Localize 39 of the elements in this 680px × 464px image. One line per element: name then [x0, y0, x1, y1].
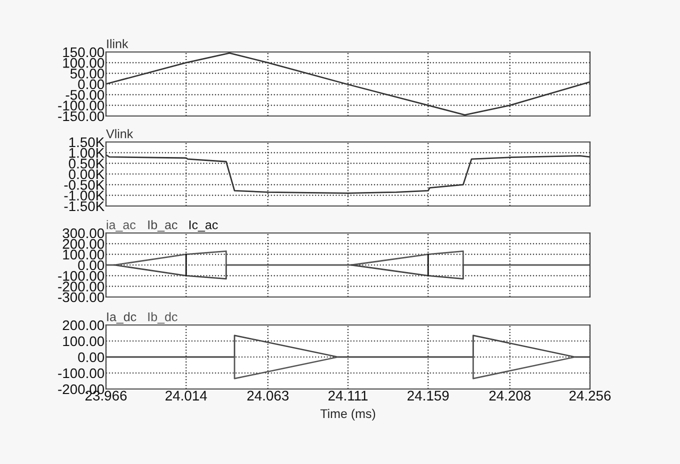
series-label: Vlink [106, 129, 134, 138]
text: Ia_dc [107, 312, 136, 324]
y-tick-label: 0.00 [78, 79, 104, 90]
y-tick-label: 1.50K [69, 137, 104, 148]
x-tick-label: 24.208 [489, 390, 531, 401]
y-tick-label: 300.00 [62, 228, 104, 238]
x-axis-title: Time (ms) [320, 408, 376, 421]
series-label: Ic_ac [189, 220, 218, 232]
text: Ib_ac [148, 220, 178, 232]
text: Ib_dc [148, 312, 178, 324]
x-tick-label: 24.111 [328, 390, 368, 400]
y-tick-label: -100.00 [58, 100, 104, 111]
text: Ilink [107, 39, 128, 48]
y-tick-label: 1.00K [69, 148, 104, 158]
y-tick-label: 150.00 [63, 47, 104, 58]
y-tick-label: 100.00 [63, 250, 104, 260]
y-tick-label: -1.50K [64, 201, 104, 212]
y-tick-label: -100.00 [58, 271, 104, 281]
y-tick-label: -150.00 [58, 111, 104, 122]
y-tick-label: 0.00K [68, 169, 104, 180]
y-tick-label: -200.00 [58, 282, 104, 292]
y-tick-label: -1.00K [64, 190, 104, 201]
x-tick-label: 24.159 [408, 390, 449, 401]
y-tick-label: 50.00 [70, 68, 104, 79]
y-tick-label: 0.50K [68, 158, 104, 169]
y-tick-label: 0.00 [78, 352, 104, 362]
x-tick-label: 24.063 [247, 390, 289, 401]
x-tick-label: 24.014 [166, 390, 207, 401]
x-tick-label: 24.256 [569, 390, 611, 401]
y-tick-label: 200.00 [62, 239, 104, 249]
y-tick-label: 0.00 [78, 260, 104, 270]
y-tick-label: -50.00 [66, 90, 104, 100]
y-tick-label: 200.00 [62, 320, 104, 330]
text: ia_ac [106, 220, 136, 232]
y-tick-label: 100.00 [63, 336, 104, 346]
y-tick-label: -100.00 [58, 368, 104, 378]
y-tick-label: -0.50K [64, 180, 104, 190]
y-tick-label: -300.00 [58, 292, 104, 302]
y-tick-label: 100.00 [63, 58, 104, 68]
